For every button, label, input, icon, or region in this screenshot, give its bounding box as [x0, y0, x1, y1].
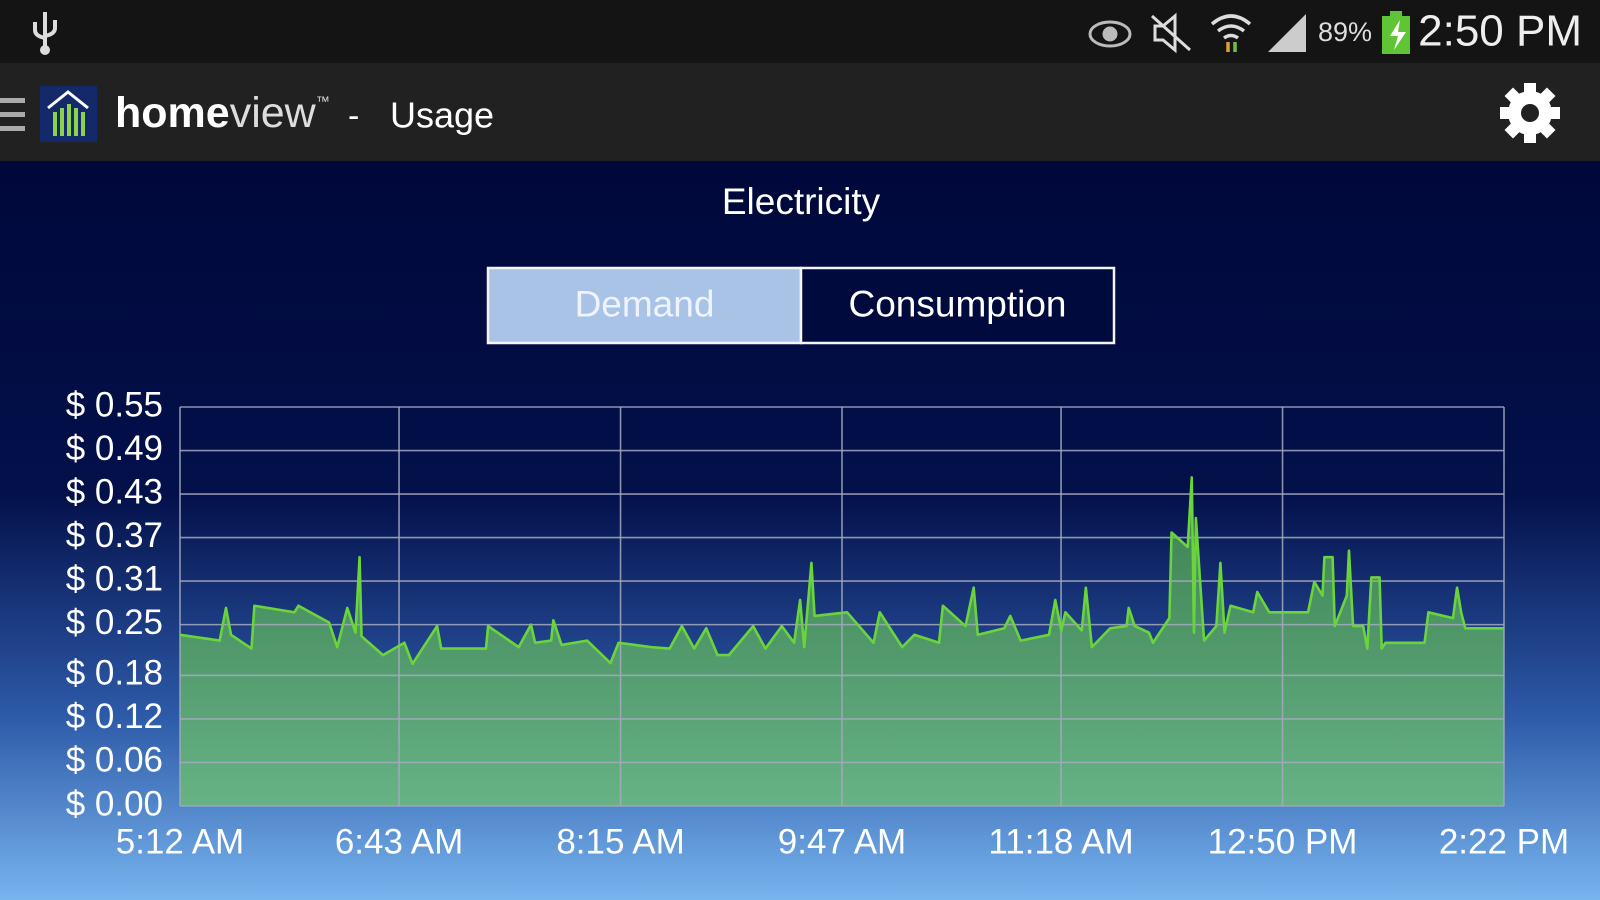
chart-title: Electricity [722, 181, 881, 222]
settings-icon[interactable] [1500, 83, 1560, 143]
y-tick-label: $ 0.06 [66, 741, 163, 780]
brand-bold: home [115, 89, 230, 137]
chart: $ 0.00 $ 0.06 $ 0.12 $ 0.18 $ 0.25 $ 0.31 $ 0.… [66, 385, 1569, 861]
status-bar [0, 0, 1600, 63]
brand-trademark: ™ [316, 93, 330, 109]
x-tick-label: 2:22 PM [1439, 822, 1569, 861]
x-tick-label: 9:47 AM [778, 822, 906, 861]
x-tick-label: 6:43 AM [335, 822, 463, 861]
y-tick-label: $ 0.12 [66, 697, 163, 736]
screen-title: Usage [390, 95, 494, 136]
demand-line [179, 476, 1504, 666]
y-tick-label: $ 0.25 [66, 603, 163, 642]
y-tick-label: $ 0.37 [66, 516, 163, 555]
eye-icon [1088, 20, 1132, 48]
tab-group: Demand Consumption [486, 266, 1116, 345]
x-tick-label: 8:15 AM [556, 822, 684, 861]
x-tick-label: 12:50 PM [1208, 822, 1358, 861]
y-tick-label: $ 0.43 [66, 472, 163, 511]
menu-icon[interactable] [0, 98, 25, 131]
brand-name: homeview™ [115, 89, 330, 137]
y-tick-label: $ 0.00 [66, 784, 163, 823]
tab-label[interactable]: Consumption [848, 283, 1066, 324]
tab-button[interactable] [799, 266, 1116, 345]
app-logo [40, 86, 97, 142]
wifi-icon [1210, 14, 1252, 52]
clock: 2:50 PM [1418, 7, 1582, 56]
y-tick-label: $ 0.49 [66, 429, 163, 468]
app-bar [0, 63, 1600, 161]
y-tick-label: $ 0.55 [66, 385, 163, 424]
x-tick-label: 5:12 AM [116, 822, 244, 861]
usb-icon [33, 12, 57, 55]
tab-button[interactable] [486, 266, 803, 345]
tab-label[interactable]: Demand [575, 283, 715, 324]
y-tick-label: $ 0.31 [66, 559, 163, 598]
battery-icon [1382, 11, 1410, 54]
title-separator: - [348, 97, 359, 135]
y-tick-label: $ 0.18 [66, 654, 163, 693]
brand-light: view [230, 89, 317, 137]
battery-percent: 89% [1318, 17, 1372, 47]
x-tick-label: 11:18 AM [988, 822, 1133, 861]
mute-icon [1150, 12, 1192, 54]
signal-icon [1268, 14, 1306, 52]
